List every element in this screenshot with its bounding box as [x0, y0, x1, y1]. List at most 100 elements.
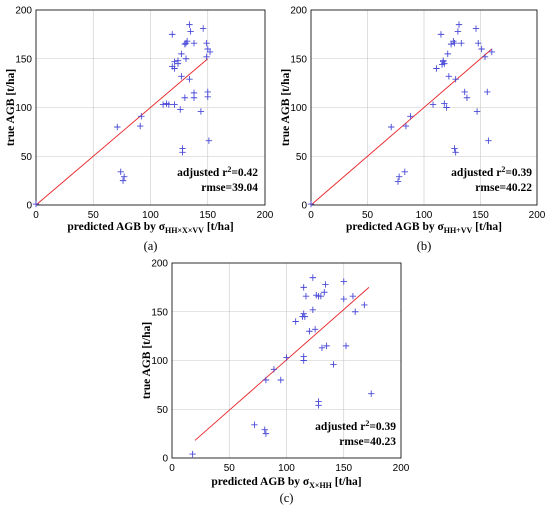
adjusted-r2-superscript: 2	[227, 165, 231, 174]
y-tick-label: 50	[296, 152, 308, 163]
x-axis-label-unit: [t/ha]	[204, 221, 234, 233]
data-point	[388, 123, 395, 131]
y-tick-label: 150	[15, 54, 32, 65]
data-point	[429, 101, 437, 108]
data-point	[203, 39, 210, 47]
data-point	[463, 94, 471, 101]
plot-frame	[310, 9, 538, 206]
data-point	[206, 48, 214, 56]
chart-panel-c: 0 50 100 150 200 0 50 100 150 200 true AGB [t/ha] p…	[141, 259, 410, 506]
x-axis-label-subscript: HH+VV	[444, 226, 473, 235]
data-point	[488, 48, 495, 56]
data-point	[300, 310, 307, 317]
data-point	[311, 326, 319, 333]
y-tick-label: 0	[162, 454, 168, 465]
data-point	[342, 342, 350, 350]
y-tick-label: 0	[301, 201, 307, 212]
data-point	[204, 93, 211, 100]
data-point	[177, 106, 184, 113]
x-tick-label: 0	[33, 210, 39, 221]
data-point	[443, 104, 450, 111]
y-tick-label: 200	[151, 259, 168, 270]
data-point	[402, 122, 410, 130]
data-point	[178, 73, 185, 80]
data-point	[186, 76, 193, 83]
data-point	[481, 53, 489, 60]
data-point	[183, 38, 191, 45]
y-tick-label: 200	[290, 6, 307, 17]
x-tick-label: 0	[308, 210, 314, 221]
data-point	[368, 390, 375, 397]
data-point	[349, 292, 357, 300]
data-point	[451, 145, 458, 152]
data-point	[299, 313, 306, 320]
data-point	[323, 342, 330, 350]
data-point	[461, 88, 468, 96]
x-axis-label-subscript: HH×X×VV	[165, 226, 204, 235]
data-point	[159, 101, 167, 108]
y-tick-label: 150	[151, 307, 168, 318]
data-point	[472, 25, 480, 32]
data-point	[444, 50, 451, 58]
data-point	[187, 28, 194, 35]
data-point	[441, 60, 448, 67]
data-point	[262, 430, 270, 437]
regression-line	[194, 287, 370, 441]
adjusted-r2-superscript: 2	[501, 165, 505, 174]
y-tick-label: 0	[26, 201, 32, 212]
data-point	[407, 113, 414, 120]
rmse-label: rmse=40.22	[475, 182, 532, 194]
y-tick-label: 100	[290, 103, 307, 114]
data-point	[277, 376, 284, 384]
x-tick-label: 50	[224, 463, 236, 474]
data-point	[395, 173, 403, 180]
adjusted-r2-value: =0.42	[231, 167, 258, 179]
data-point	[171, 58, 178, 65]
y-tick-label: 50	[21, 152, 33, 163]
data-point	[181, 94, 189, 101]
x-tick-label: 100	[142, 210, 159, 221]
data-point	[171, 101, 178, 108]
data-point	[302, 292, 310, 300]
x-axis-label-subscript: X×HH	[309, 481, 333, 490]
y-axis-label: true AGB [t/ha]	[141, 322, 153, 399]
adjusted-r2-text: adjusted r	[315, 421, 365, 433]
data-point	[197, 108, 205, 115]
data-point	[352, 308, 359, 315]
data-point	[433, 65, 440, 72]
y-axis-label: true AGB [t/ha]	[280, 69, 292, 146]
data-point	[394, 178, 402, 185]
x-tick-label: 0	[169, 463, 175, 474]
data-point	[455, 21, 463, 28]
adjusted-r2-text: adjusted r	[451, 167, 501, 179]
x-tick-label: 200	[257, 210, 274, 221]
data-point	[450, 38, 457, 45]
plot-frame	[171, 262, 402, 459]
chart-panel-a: 0 50 100 150 200 0 50 100 150 200 true AGB [t/ha] p…	[5, 6, 274, 254]
chart-panel-b: 0 50 100 150 200 0 50 100 150 200 true AGB [t/ha] p…	[280, 6, 546, 254]
data-point	[203, 53, 210, 60]
regression-line	[35, 58, 209, 206]
data-point	[283, 354, 290, 361]
data-point	[138, 113, 145, 120]
data-point	[485, 137, 492, 144]
data-point	[261, 426, 268, 433]
y-tick-label: 200	[15, 6, 32, 17]
y-tick-label: 50	[157, 405, 169, 416]
regression-line	[310, 48, 493, 206]
data-point	[454, 28, 462, 35]
data-point	[292, 318, 299, 325]
data-point	[119, 177, 127, 184]
data-point	[120, 173, 128, 180]
x-axis-label-main: predicted AGB by σ	[211, 476, 309, 488]
x-axis-label: predicted AGB by σHH×X×VV [t/ha]	[67, 221, 233, 235]
data-point	[117, 168, 124, 176]
x-tick-label: 50	[88, 210, 100, 221]
data-point	[165, 101, 173, 108]
data-point	[452, 149, 459, 156]
data-point	[270, 366, 278, 373]
data-point	[317, 292, 325, 300]
adjusted-r2-label: adjusted r2=0.39	[315, 419, 396, 433]
data-point	[251, 421, 258, 429]
data-point	[340, 295, 347, 303]
